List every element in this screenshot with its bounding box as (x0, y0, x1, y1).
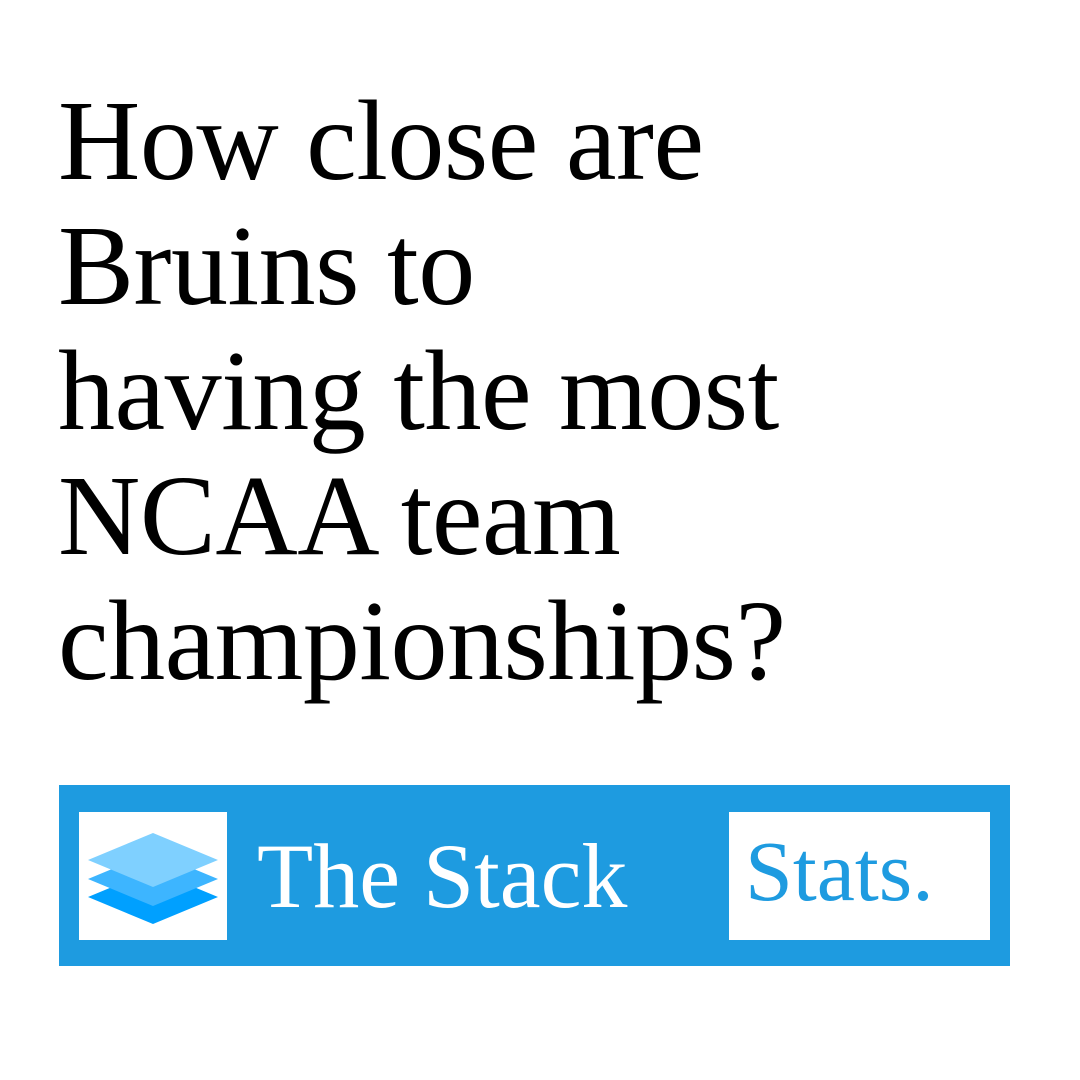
stacked-layers-icon (88, 833, 218, 924)
logo (79, 812, 227, 940)
headline-line-4: NCAA team (58, 452, 621, 579)
headline-line-2: Bruins to (58, 202, 475, 329)
brand-name: The Stack (257, 825, 628, 927)
brand-banner: The Stack Stats. (59, 785, 1010, 966)
headline-line-5: championships? (58, 577, 786, 704)
headline-line-3: having the most (58, 327, 779, 454)
brand-tag-box: Stats. (729, 812, 990, 940)
headline-line-1: How close are (58, 77, 704, 204)
headline: How close are Bruins to having the most … (58, 78, 1018, 703)
brand-tag: Stats. (745, 823, 934, 919)
layer-top-shape (88, 833, 218, 887)
